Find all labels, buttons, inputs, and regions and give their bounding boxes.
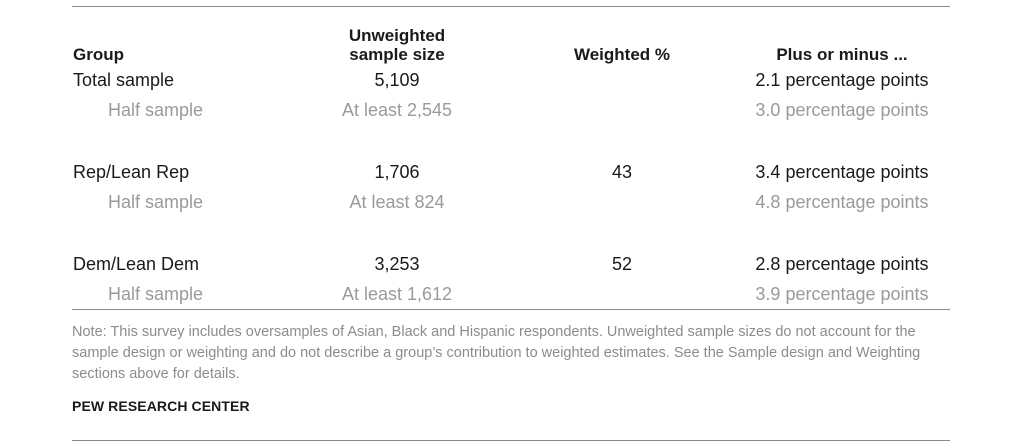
row-margin: 3.4 percentage points [755,162,929,182]
row-unweighted: At least 2,545 [341,100,453,120]
table-row: Half sample At least 1,612 3.9 percentag… [72,282,950,306]
row-group: Rep/Lean Rep [73,162,190,182]
row-group: Total sample [73,70,175,90]
row-weighted: 43 [611,162,633,182]
row-unweighted: At least 824 [349,192,445,212]
row-margin: 3.0 percentage points [755,100,929,120]
row-margin: 2.8 percentage points [755,254,929,274]
table-bottom-divider [72,309,950,310]
header-group: Group [73,45,124,64]
footnote: Note: This survey includes oversamples o… [72,324,921,382]
table-row: Half sample At least 824 4.8 percentage … [72,190,950,214]
top-divider [72,6,950,7]
row-unweighted: At least 1,612 [341,284,453,304]
row-weighted: 52 [611,254,633,274]
source-credit: PEW RESEARCH CENTER [72,398,250,414]
row-unweighted: 3,253 [374,254,420,274]
header-weighted-percent: Weighted % [573,45,671,64]
row-group: Dem/Lean Dem [73,254,200,274]
header-margin-of-error: Plus or minus ... [776,45,908,64]
row-margin: 2.1 percentage points [755,70,929,90]
header-unweighted-line2: sample size [349,45,445,64]
row-unweighted: 5,109 [374,70,420,90]
table-row: Total sample 5,109 2.1 percentage points [72,68,950,92]
row-margin: 4.8 percentage points [755,192,929,212]
header-unweighted-line1: Unweighted [348,26,446,45]
table-row: Rep/Lean Rep 1,706 43 3.4 percentage poi… [72,160,950,184]
row-margin: 3.9 percentage points [755,284,929,304]
row-group: Half sample [108,100,204,120]
bottom-divider [72,440,950,441]
header-unweighted-sample-size: Unweighted sample size [292,26,502,64]
table-row: Dem/Lean Dem 3,253 52 2.8 percentage poi… [72,252,950,276]
row-group: Half sample [108,192,204,212]
row-unweighted: 1,706 [374,162,420,182]
table-row: Half sample At least 2,545 3.0 percentag… [72,98,950,122]
row-group: Half sample [108,284,204,304]
